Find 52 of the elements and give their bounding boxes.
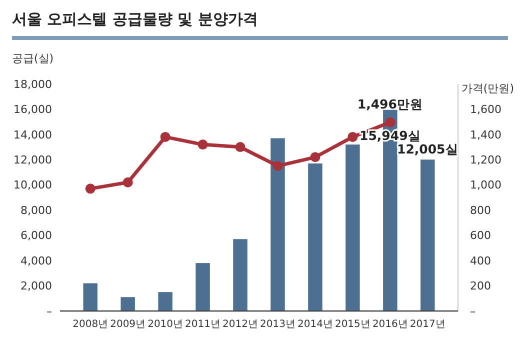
x-tick-label: 2008년 [72, 319, 108, 330]
point [235, 142, 246, 152]
y-tick-label: 2,000 [20, 280, 52, 293]
point [198, 140, 208, 150]
point [272, 160, 283, 171]
y-tick-label: 8,000 [20, 204, 52, 217]
y2-axis-title: 가격(만원) [461, 82, 514, 95]
y-tick-label: 6,000 [20, 229, 52, 242]
point [122, 177, 133, 188]
bar [233, 239, 248, 311]
bar [346, 144, 360, 311]
bar [308, 163, 322, 311]
point [310, 152, 320, 162]
data-label: 12,005실 [397, 142, 458, 157]
y-tick-label: 12,000 [14, 154, 52, 167]
y2-tick-label: 600 [470, 229, 491, 242]
y2-tick-label: 400 [470, 254, 491, 268]
y2-tick-label: 1,400 [470, 128, 502, 142]
point [85, 184, 96, 194]
y-axis-title: 공급(실) [12, 52, 54, 65]
bar [420, 160, 435, 311]
point [348, 132, 358, 142]
y2-tick-label: 1,000 [470, 178, 502, 192]
point [385, 117, 396, 128]
chart-title: 서울 오피스텔 공급물량 및 분양가격 [12, 10, 258, 28]
y2-tick-label: 1,200 [470, 154, 502, 167]
x-tick-label: 2011년 [185, 319, 221, 330]
y-tick-label: 14,000 [14, 128, 52, 142]
bar [83, 283, 98, 311]
bar [120, 297, 135, 311]
y2-tick-label: 800 [470, 204, 491, 217]
y2-tick-label: 1,600 [470, 103, 502, 116]
y2-tick-label: 200 [470, 280, 491, 293]
x-tick-label: 2017년 [410, 319, 446, 330]
y-tick-label: 16,000 [14, 103, 52, 116]
bar [196, 263, 210, 311]
y-tick-label: – [46, 304, 52, 318]
x-tick-label: 2013년 [260, 319, 296, 330]
bar [158, 292, 172, 311]
x-tick-label: 2012년 [222, 319, 258, 330]
y2-tick-label: – [470, 304, 476, 318]
x-tick-label: 2015년 [334, 319, 370, 330]
data-label: 1,496만원 [357, 96, 423, 112]
x-tick-label: 2016년 [372, 319, 408, 330]
x-tick-label: 2010년 [148, 319, 184, 330]
x-tick-label: 2014년 [297, 319, 333, 330]
y-tick-label: 4,000 [20, 254, 52, 268]
y-tick-label: 18,000 [14, 78, 52, 91]
x-tick-label: 2009년 [110, 319, 146, 330]
bar [270, 138, 285, 311]
point [160, 132, 170, 142]
y-tick-label: 10,000 [14, 178, 52, 192]
